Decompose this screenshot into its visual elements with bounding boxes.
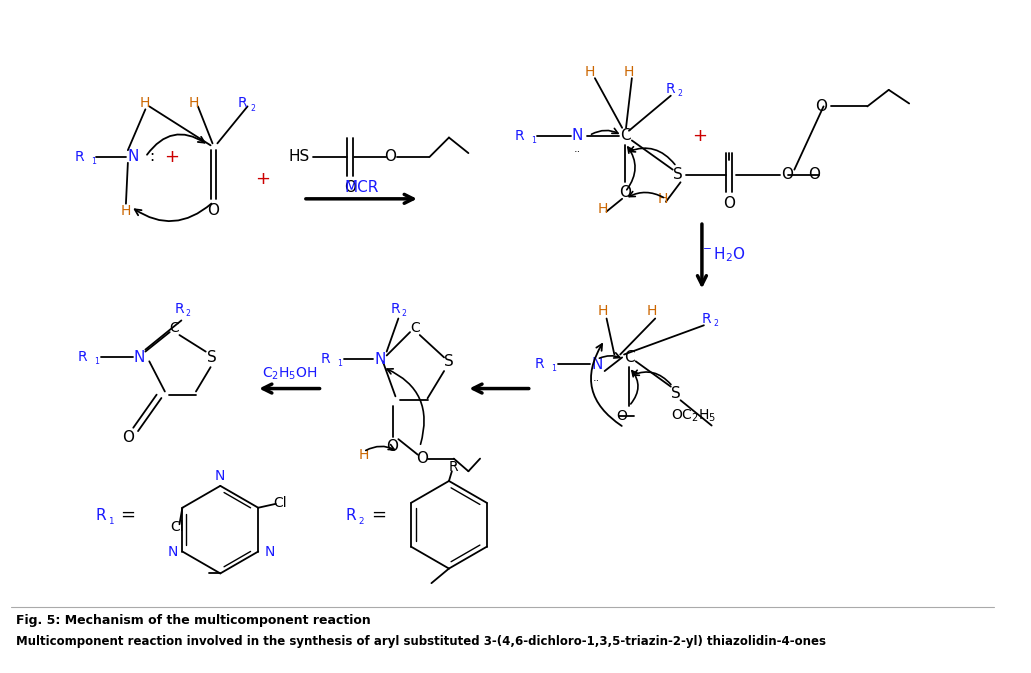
Text: H: H	[646, 304, 657, 318]
Text: R: R	[174, 302, 185, 316]
Text: S: S	[206, 350, 217, 365]
Text: H: H	[139, 96, 149, 110]
Text: $_1$: $_1$	[337, 358, 343, 370]
Text: N: N	[374, 352, 386, 367]
Text: R: R	[345, 507, 357, 522]
Text: R: R	[391, 302, 400, 316]
Text: R: R	[702, 312, 711, 326]
Text: Fig. 5: Mechanism of the multicomponent reaction: Fig. 5: Mechanism of the multicomponent …	[16, 614, 371, 627]
Text: N: N	[167, 544, 177, 559]
Text: O: O	[387, 439, 399, 454]
Text: O: O	[619, 184, 631, 199]
Text: S: S	[671, 386, 680, 401]
Text: N: N	[572, 128, 584, 143]
Text: R: R	[514, 129, 524, 143]
Text: $^-$H$_2$O: $^-$H$_2$O	[700, 245, 746, 264]
Text: HS: HS	[289, 149, 309, 164]
Text: N: N	[215, 469, 226, 483]
Text: +: +	[255, 170, 270, 188]
Text: H: H	[189, 96, 199, 110]
Text: O: O	[781, 167, 794, 182]
Text: R: R	[74, 150, 85, 164]
Text: O: O	[816, 99, 828, 114]
Text: R: R	[321, 353, 330, 366]
Text: $_2$: $_2$	[186, 308, 192, 320]
Text: H: H	[121, 203, 131, 217]
Text: $_1$: $_1$	[552, 363, 558, 376]
Text: O: O	[617, 409, 628, 423]
Text: $_1$: $_1$	[108, 514, 114, 528]
Text: H: H	[598, 201, 608, 215]
Text: H: H	[624, 65, 634, 79]
Text: O: O	[385, 149, 397, 164]
Text: N: N	[127, 149, 138, 164]
Text: =: =	[371, 506, 387, 524]
Text: S: S	[672, 167, 683, 182]
Text: OC$_2$H$_5$: OC$_2$H$_5$	[671, 408, 717, 424]
Text: C: C	[410, 321, 420, 335]
Text: R: R	[450, 460, 459, 474]
Text: $_2$: $_2$	[358, 514, 365, 528]
Text: MCR: MCR	[344, 180, 378, 194]
Text: H: H	[358, 448, 368, 462]
Text: Multicomponent reaction involved in the synthesis of aryl substituted 3-(4,6-dic: Multicomponent reaction involved in the …	[16, 635, 826, 648]
Text: $_2$: $_2$	[676, 87, 683, 100]
Text: $_2$: $_2$	[251, 102, 257, 114]
Text: R: R	[535, 357, 544, 371]
Text: $_1$: $_1$	[531, 134, 537, 147]
Text: =: =	[121, 506, 135, 524]
Text: O: O	[723, 197, 735, 211]
Text: O: O	[343, 180, 356, 194]
Text: $_2$: $_2$	[712, 317, 719, 330]
Text: $_2$: $_2$	[401, 308, 407, 320]
Text: H: H	[585, 65, 595, 79]
Text: Cl: Cl	[171, 520, 185, 534]
Text: R: R	[77, 351, 87, 364]
Text: O: O	[415, 451, 428, 466]
Text: O: O	[207, 203, 220, 218]
Text: O: O	[808, 167, 820, 182]
Text: H: H	[658, 192, 668, 206]
Text: N: N	[591, 357, 602, 371]
Text: +: +	[693, 127, 707, 145]
Text: C: C	[620, 128, 630, 143]
Text: $_1$: $_1$	[91, 155, 97, 168]
Text: C$_2$H$_5$OH: C$_2$H$_5$OH	[262, 365, 318, 382]
Text: C: C	[170, 321, 179, 335]
Text: R: R	[96, 507, 106, 522]
Text: S: S	[444, 354, 454, 369]
Text: +: +	[164, 148, 179, 166]
Text: Cl: Cl	[273, 496, 287, 510]
Text: ..: ..	[593, 373, 600, 383]
Text: R: R	[238, 96, 247, 110]
Text: O: O	[122, 429, 134, 445]
Text: H: H	[598, 304, 608, 318]
Text: $_1$: $_1$	[94, 356, 100, 369]
Text: N: N	[134, 350, 145, 365]
Text: C: C	[624, 350, 634, 365]
Text: :: :	[149, 149, 155, 164]
Text: ..: ..	[574, 144, 581, 154]
Text: N: N	[265, 544, 275, 559]
Text: R: R	[666, 82, 675, 96]
